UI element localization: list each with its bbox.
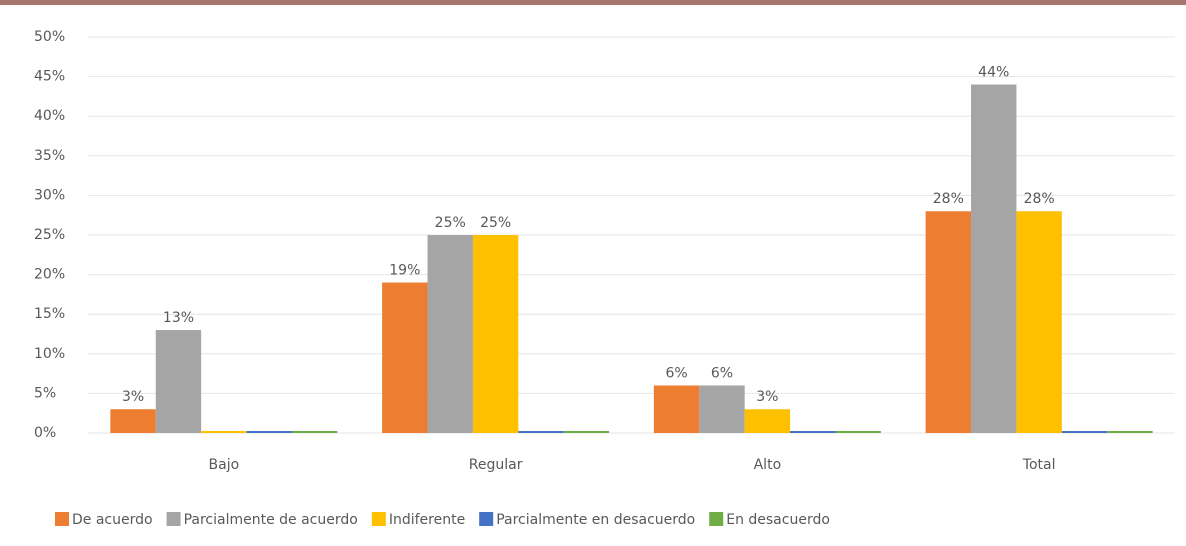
legend-label: Parcialmente de acuerdo	[184, 512, 358, 528]
legend-label: De acuerdo	[72, 512, 153, 528]
data-label: 44%	[978, 65, 1009, 81]
data-label: 28%	[1024, 191, 1055, 207]
bar	[1061, 431, 1108, 433]
bar	[563, 431, 610, 433]
data-label: 6%	[665, 365, 687, 381]
bar	[1016, 211, 1062, 433]
legend-label: Indiferente	[389, 512, 465, 528]
data-label: 3%	[122, 389, 144, 405]
bar	[110, 409, 156, 433]
bar	[699, 385, 745, 433]
bar	[518, 431, 564, 433]
data-label: 19%	[389, 263, 420, 279]
y-tick-label: 5%	[34, 385, 56, 401]
bar	[925, 211, 972, 433]
y-tick-label: 25%	[34, 227, 65, 243]
data-label: 13%	[163, 310, 194, 326]
legend-swatch	[709, 512, 724, 526]
x-tick-label: Total	[1022, 457, 1056, 473]
bar	[653, 385, 700, 433]
x-tick-label: Regular	[469, 457, 523, 473]
y-tick-label: 30%	[34, 187, 65, 203]
bar	[246, 431, 292, 433]
data-label: 3%	[756, 389, 778, 405]
bar	[291, 431, 338, 433]
bar	[472, 235, 519, 433]
legend-swatch	[479, 512, 494, 526]
legend-swatch	[371, 512, 386, 526]
bar	[790, 431, 836, 433]
legend-label: Parcialmente en desacuerdo	[496, 512, 695, 528]
x-tick-label: Alto	[754, 457, 782, 473]
bar	[201, 431, 247, 433]
data-label: 25%	[480, 215, 511, 231]
y-tick-label: 10%	[34, 346, 65, 362]
data-label: 25%	[435, 215, 466, 231]
legend-label: En desacuerdo	[726, 512, 830, 528]
y-tick-label: 35%	[34, 148, 65, 164]
bar	[744, 409, 791, 433]
bar	[382, 282, 428, 433]
y-tick-label: 20%	[34, 267, 65, 283]
x-tick-label: Bajo	[209, 457, 240, 473]
data-label: 6%	[711, 365, 733, 381]
y-tick-label: 0%	[34, 425, 56, 441]
bar	[427, 235, 473, 433]
y-tick-label: 40%	[34, 108, 65, 124]
bar	[835, 431, 881, 433]
bar	[971, 84, 1017, 434]
y-tick-label: 50%	[34, 29, 65, 45]
legend-swatch	[55, 512, 69, 526]
y-tick-label: 15%	[34, 306, 65, 322]
top-border	[0, 0, 1186, 5]
y-tick-label: 45%	[34, 69, 65, 85]
bar	[155, 330, 202, 433]
data-label: 28%	[933, 191, 964, 207]
legend-swatch	[166, 512, 181, 526]
bar	[1107, 431, 1153, 433]
